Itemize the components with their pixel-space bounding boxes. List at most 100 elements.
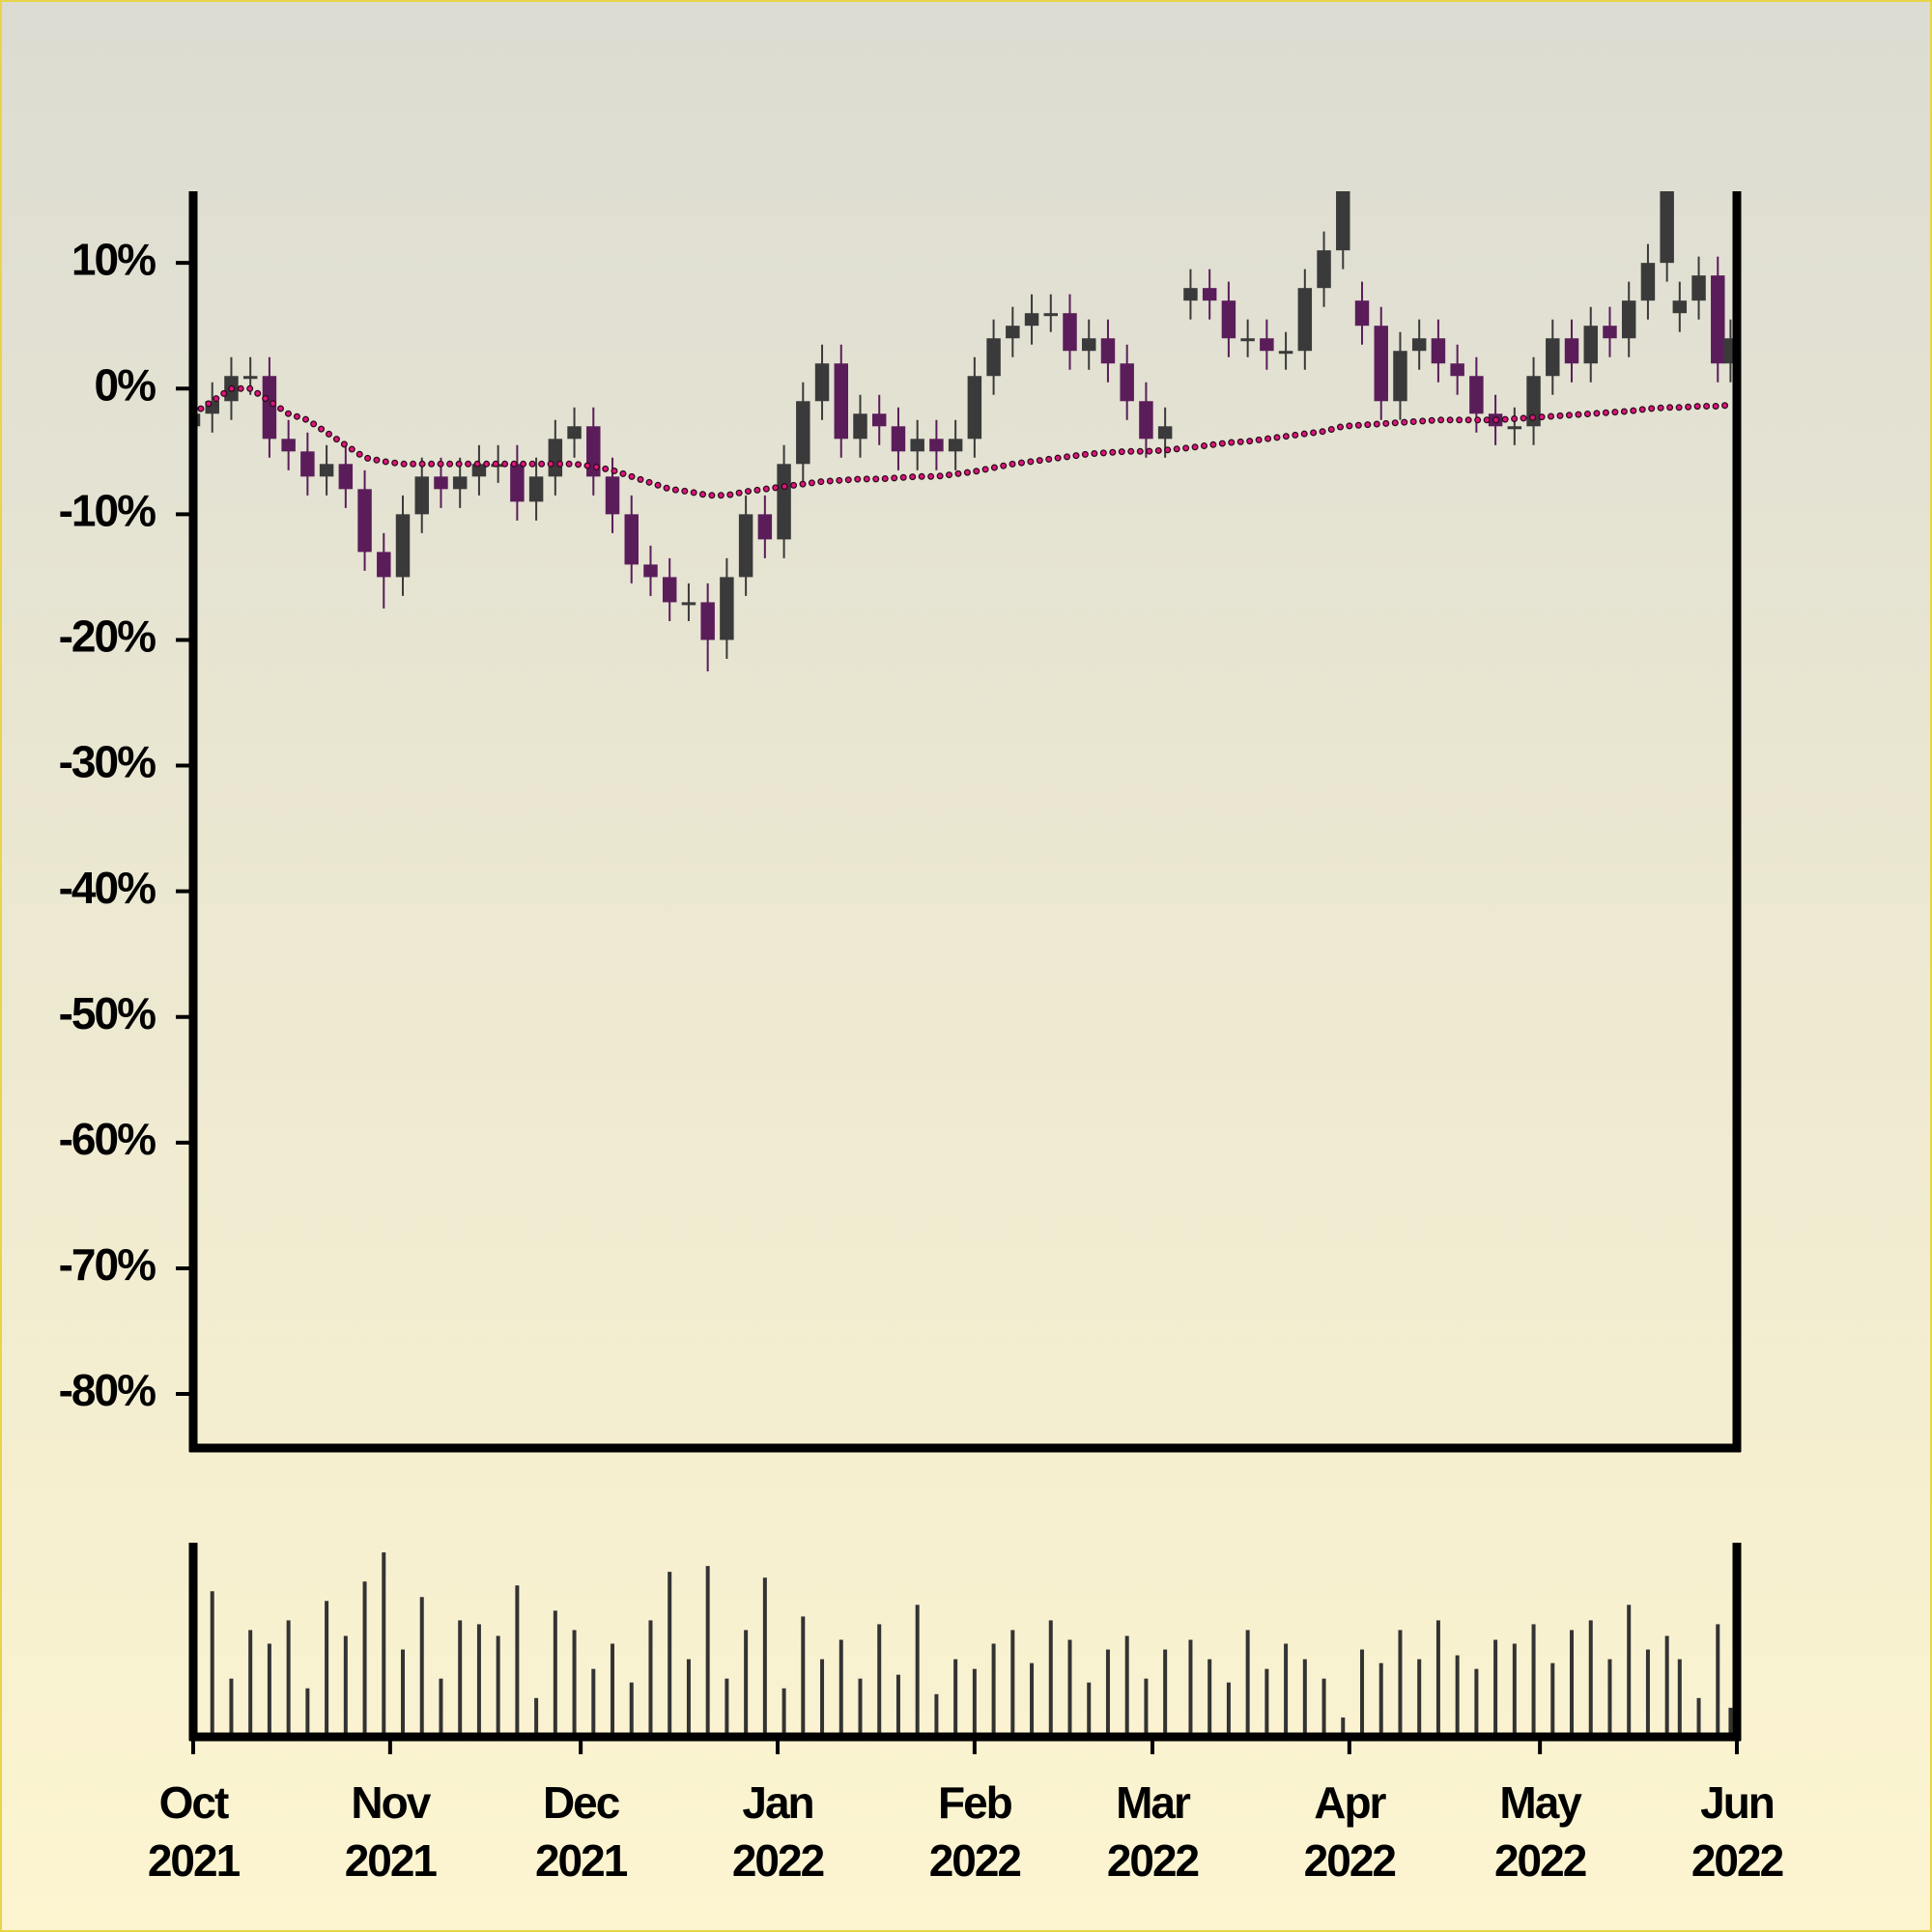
volume-bar [1188,1639,1193,1737]
candle-body [757,514,773,540]
candle-body [1260,338,1274,352]
candle-body [1120,363,1134,402]
volume-bar [1627,1605,1632,1737]
volume-bar [362,1581,367,1737]
candle-body [1431,338,1446,364]
candle-body [929,439,944,452]
x-tick-label: Oct [159,1777,229,1828]
candle-body [1202,288,1217,301]
y-tick-label: -40% [59,863,156,913]
candle-body [262,376,277,440]
candle-body [948,439,963,452]
volume-bar [629,1682,634,1737]
candle-body [1139,401,1153,440]
volume-bar [1435,1620,1440,1737]
candle-body [1621,300,1636,339]
volume-bar [1512,1643,1517,1737]
volume-bar [325,1601,329,1737]
candle-body [357,489,372,553]
candle-body [1082,338,1096,352]
volume-bar [686,1659,691,1737]
volume-bar [286,1620,291,1737]
candle-body [1100,338,1116,364]
candle-body [1660,191,1674,264]
volume-bar [895,1674,900,1737]
y-tick-label: -70% [59,1239,156,1290]
volume-bar [744,1630,749,1737]
x-tick-label: 2022 [1691,1835,1783,1886]
x-tick-label: Jun [1700,1777,1774,1828]
candle-body [738,514,753,578]
volume-bar [1163,1649,1168,1737]
volume-bar [1144,1678,1149,1737]
candle-body [777,464,791,540]
candle-body [281,439,296,452]
volume-bar [496,1635,500,1737]
volume-bar [1398,1630,1403,1737]
volume-bar [534,1697,539,1737]
candle-body [1183,288,1198,301]
candle-body [1240,338,1255,342]
candle-body [1317,250,1331,289]
volume-bar [572,1630,577,1737]
moving-average [193,386,1733,498]
candle-body [891,426,906,452]
volume-bar [877,1624,882,1737]
volume-bar [476,1624,481,1737]
volume-bar [762,1577,767,1737]
candle-body [1043,313,1059,317]
x-tick-label: Jan [742,1777,812,1828]
x-tick-label: 2022 [1494,1835,1586,1886]
candle-body [1564,338,1579,364]
candle-body [510,464,525,502]
volume-bar [705,1566,710,1737]
volume-bar [1531,1624,1536,1737]
volume-bar [1105,1649,1110,1737]
candle-body [300,451,315,477]
volume-bar [248,1630,253,1737]
volume-bar [419,1597,424,1737]
candle-body [395,514,411,578]
price-panel [193,191,1737,671]
volume-bar [1087,1682,1092,1737]
candle-body [1063,313,1077,352]
volume-bar [1570,1630,1575,1737]
volume-bar [1493,1639,1498,1737]
volume-bar [915,1605,920,1737]
candle-body [1450,363,1464,377]
candle-body [1336,191,1350,251]
volume-bar [1030,1662,1035,1737]
volume-bar [1264,1668,1269,1737]
candle-body [319,464,334,477]
volume-bar [801,1616,806,1737]
volume-bar [953,1659,958,1737]
candle-body [643,564,658,578]
volume-bar [1588,1620,1593,1737]
candle-body [528,476,544,502]
volume-bar [305,1688,310,1737]
y-tick-label: -80% [59,1365,156,1415]
candle-body [1583,326,1598,364]
candle-body [814,363,830,402]
candle-body [242,376,258,380]
x-tick-label: Mar [1116,1777,1191,1828]
candle-body [1297,288,1313,352]
volume-bar [1417,1659,1422,1737]
candle-body [1221,300,1236,339]
volume-bar [781,1688,786,1737]
candle-body [434,476,448,490]
volume-bar [1284,1643,1289,1737]
volume-bar [1645,1649,1650,1737]
volume-bar [1208,1659,1212,1737]
volume-bar [1302,1659,1307,1737]
x-tick-label: Nov [351,1777,431,1828]
candle-body [1278,351,1293,355]
candle-body [1711,275,1725,364]
volume-bar [1677,1659,1682,1737]
y-tick-label: -10% [59,486,156,536]
volume-bar [382,1552,386,1737]
volume-bar [553,1610,557,1737]
volume-bar [991,1643,996,1737]
volume-bar [858,1678,863,1737]
candle-body [720,577,734,640]
